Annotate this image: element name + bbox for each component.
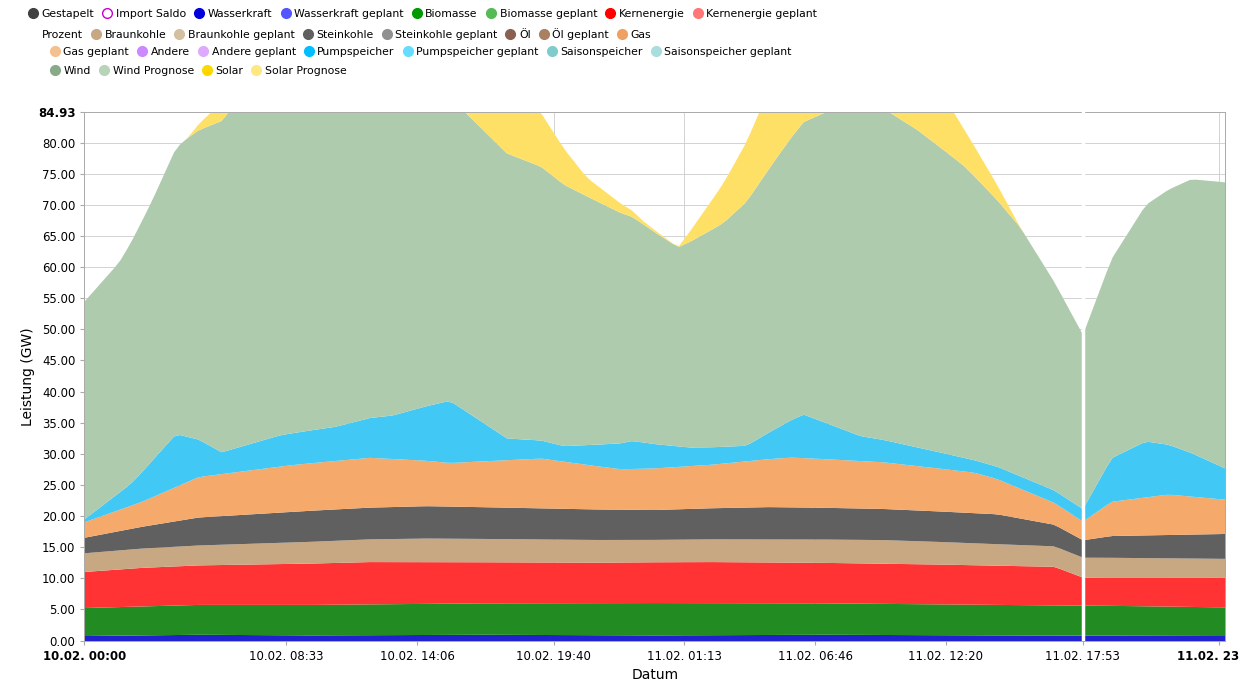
Legend: Prozent, Braunkohle, Braunkohle geplant, Steinkohle, Steinkohle geplant, Öl, Öl : Prozent, Braunkohle, Braunkohle geplant,… <box>27 28 651 40</box>
Legend: , Wind, Wind Prognose, Solar, Solar Prognose: , Wind, Wind Prognose, Solar, Solar Prog… <box>27 66 347 76</box>
Y-axis label: Leistung (GW): Leistung (GW) <box>21 327 35 426</box>
Legend: Gestapelt, Import Saldo, Wasserkraft, Wasserkraft geplant, Biomasse, Biomasse ge: Gestapelt, Import Saldo, Wasserkraft, Wa… <box>27 9 817 19</box>
Legend: , Gas geplant, Andere, Andere geplant, Pumpspeicher, Pumpspeicher geplant, Saiso: , Gas geplant, Andere, Andere geplant, P… <box>27 47 792 57</box>
X-axis label: Datum: Datum <box>631 668 678 682</box>
